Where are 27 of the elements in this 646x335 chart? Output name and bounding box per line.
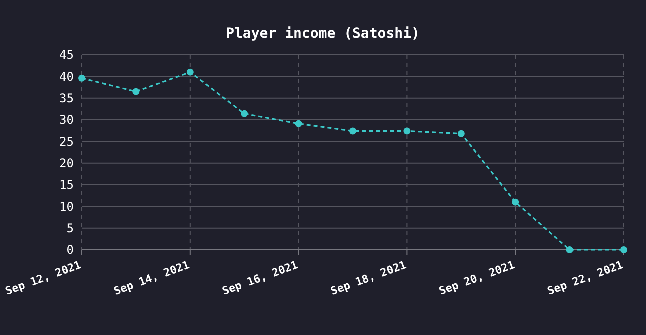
point: [241, 110, 248, 118]
x-tick-label: Sep 12, 2021: [4, 258, 84, 298]
x-tick-label: Sep 18, 2021: [329, 258, 409, 298]
y-tick-label: 20: [60, 156, 74, 171]
point: [512, 198, 520, 206]
y-tick-label: 15: [60, 178, 74, 192]
point: [350, 128, 356, 135]
point: [132, 88, 140, 96]
point: [186, 68, 194, 76]
chart-title: Player income (Satoshi): [226, 26, 420, 42]
point: [566, 246, 574, 254]
point: [295, 120, 302, 128]
x-tick-label: Sep 22, 2021: [546, 258, 626, 298]
y-tick-label: 30: [60, 113, 74, 128]
y-tick-label: 40: [60, 70, 74, 84]
y-tick-label: 0: [66, 243, 74, 258]
y-tick-label: 10: [60, 200, 74, 214]
point: [404, 128, 411, 135]
point: [78, 74, 86, 82]
y-tick-label: 25: [60, 134, 74, 149]
y-tick-label: 5: [66, 222, 74, 236]
x-tick-label: Sep 16, 2021: [220, 258, 300, 298]
y-tick-label: 45: [60, 48, 74, 62]
y-tick-label: 35: [60, 92, 74, 106]
x-tick-label: Sep 20, 2021: [437, 258, 517, 298]
x-tick-label: Sep 14, 2021: [112, 258, 192, 298]
point: [458, 130, 465, 138]
